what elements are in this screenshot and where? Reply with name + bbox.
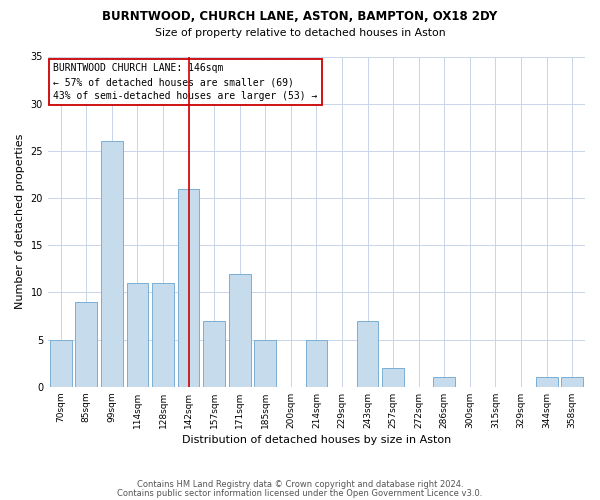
X-axis label: Distribution of detached houses by size in Aston: Distribution of detached houses by size …: [182, 435, 451, 445]
Text: Size of property relative to detached houses in Aston: Size of property relative to detached ho…: [155, 28, 445, 38]
Text: Contains HM Land Registry data © Crown copyright and database right 2024.: Contains HM Land Registry data © Crown c…: [137, 480, 463, 489]
Bar: [536, 378, 557, 387]
Text: Contains public sector information licensed under the Open Government Licence v3: Contains public sector information licen…: [118, 490, 482, 498]
Bar: [305, 340, 328, 387]
Bar: [178, 188, 199, 387]
Y-axis label: Number of detached properties: Number of detached properties: [15, 134, 25, 310]
Bar: [76, 302, 97, 387]
Bar: [203, 321, 225, 387]
Bar: [433, 378, 455, 387]
Bar: [152, 283, 174, 387]
Text: BURNTWOOD, CHURCH LANE, ASTON, BAMPTON, OX18 2DY: BURNTWOOD, CHURCH LANE, ASTON, BAMPTON, …: [103, 10, 497, 23]
Bar: [357, 321, 379, 387]
Bar: [382, 368, 404, 387]
Text: BURNTWOOD CHURCH LANE: 146sqm
← 57% of detached houses are smaller (69)
43% of s: BURNTWOOD CHURCH LANE: 146sqm ← 57% of d…: [53, 63, 317, 101]
Bar: [229, 274, 251, 387]
Bar: [127, 283, 148, 387]
Bar: [50, 340, 71, 387]
Bar: [101, 142, 123, 387]
Bar: [254, 340, 276, 387]
Bar: [562, 378, 583, 387]
